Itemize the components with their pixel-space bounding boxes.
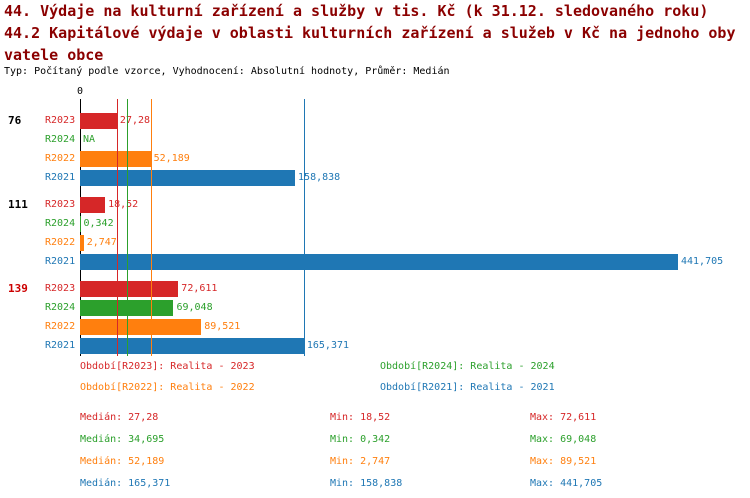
series-label: R2023 [45, 199, 76, 210]
chart-subtitle-line1: 44.2 Kapitálové výdaje v oblasti kulturn… [4, 24, 736, 42]
series-label: R2021 [45, 340, 76, 351]
bar-group-139: 139 R2023 72,611 R2024 69,048 R2022 89,521 R202… [0, 279, 750, 355]
bar-row: R2024 NA [0, 130, 750, 149]
stats-row-R2023: Medián: 27,28 Min: 18,52 Max: 72,611 [80, 406, 602, 428]
bar-R2022 [80, 318, 202, 335]
series-label: R2023 [45, 283, 76, 294]
series-label: R2022 [45, 237, 76, 248]
stats-row-R2022: Medián: 52,189 Min: 2,747 Max: 89,521 [80, 450, 602, 472]
bar-R2023 [80, 112, 117, 129]
bar-value-label: NA [83, 134, 96, 145]
bar-R2024 [80, 299, 174, 316]
series-label: R2021 [45, 256, 76, 267]
bar-value-label: 165,371 [306, 340, 350, 351]
bar-value-label: 89,521 [204, 321, 241, 332]
max-value-R2021: Max: 441,705 [530, 477, 603, 489]
bar-row: 76 R2023 27,28 [0, 111, 750, 130]
bar-row: R2022 52,189 [0, 149, 750, 168]
bar-R2021 [80, 253, 678, 270]
bar-row: R2022 2,747 [0, 233, 750, 252]
bar-value-label: 18,52 [108, 199, 139, 210]
series-label: R2021 [45, 172, 76, 183]
bar-R2021 [80, 169, 296, 186]
median-line-R2023 [116, 99, 118, 356]
chart-title: 44. Výdaje na kulturní zařízení a služby… [4, 2, 709, 20]
max-value-R2024: Max: 69,048 [530, 433, 597, 445]
series-label: R2022 [45, 321, 76, 332]
bar-R2023 [80, 196, 106, 213]
legend-item-R2021: Období[R2021]: Realita - 2021 [380, 382, 555, 393]
group-label: 76 [8, 114, 22, 127]
bar-row: 111 R2023 18,52 [0, 195, 750, 214]
stats-table: Medián: 27,28 Min: 18,52 Max: 72,611 Medián… [80, 406, 602, 494]
bar-R2023 [80, 280, 179, 297]
median-line-R2022 [150, 99, 152, 356]
bar-R2022 [80, 234, 84, 251]
stats-row-R2021: Medián: 165,371 Min: 158,838 Max: 441,705 [80, 472, 602, 494]
bar-row: R2024 0,342 [0, 214, 750, 233]
bar-chart: 0 76 R2023 27,28 R2024 NA R2022 52,189 R2021 158… [0, 85, 750, 360]
chart-meta: Typ: Počítaný podle vzorce, Vyhodnocení:… [4, 66, 450, 77]
max-value-R2023: Max: 72,611 [530, 411, 597, 423]
legend: Období[R2023]: Realita - 2023 Období[R202… [80, 360, 555, 394]
bar-R2021 [80, 337, 304, 354]
bar-value-label: 72,611 [181, 283, 218, 294]
bar-value-label: 158,838 [298, 172, 341, 183]
min-value-R2022: Min: 2,747 [330, 455, 391, 467]
bar-group-111: 111 R2023 18,52 R2024 0,342 R2022 2,747 R2021 44… [0, 195, 750, 271]
bar-value-label: 441,705 [681, 256, 724, 267]
median-value-R2021: Medián: 165,371 [80, 477, 171, 489]
chart-subtitle-line2: vatele obce [4, 46, 104, 64]
min-value-R2021: Min: 158,838 [330, 477, 403, 489]
bar-row: R2021 441,705 [0, 252, 750, 271]
bar-value-label: 69,048 [176, 302, 213, 313]
series-label: R2024 [45, 134, 76, 145]
group-label: 139 [8, 282, 28, 295]
series-label: R2023 [45, 115, 76, 126]
legend-item-R2022: Období[R2022]: Realita - 2022 [80, 382, 255, 393]
bar-value-label: 27,28 [119, 115, 151, 126]
median-value-R2022: Medián: 52,189 [80, 455, 165, 467]
bar-R2024 [80, 215, 81, 232]
median-value-R2024: Medián: 34,695 [80, 433, 165, 445]
x-axis-zero-label: 0 [77, 86, 84, 97]
min-value-R2024: Min: 0,342 [330, 433, 391, 445]
bar-row: R2021 158,838 [0, 168, 750, 187]
max-value-R2022: Max: 89,521 [530, 455, 597, 467]
series-label: R2024 [45, 302, 76, 313]
bar-R2022 [80, 150, 151, 167]
bar-value-label: 0,342 [83, 218, 114, 229]
chart-rows: 76 R2023 27,28 R2024 NA R2022 52,189 R2021 158,8… [0, 111, 750, 363]
bar-row: R2024 69,048 [0, 298, 750, 317]
y-axis-line [80, 99, 81, 356]
series-label: R2024 [45, 218, 76, 229]
bar-value-label: 52,189 [153, 153, 190, 164]
bar-row: R2022 89,521 [0, 317, 750, 336]
median-line-R2024 [126, 99, 128, 356]
bar-group-76: 76 R2023 27,28 R2024 NA R2022 52,189 R2021 158,8… [0, 111, 750, 187]
bar-row: 139 R2023 72,611 [0, 279, 750, 298]
legend-item-R2023: Období[R2023]: Realita - 2023 [80, 361, 255, 372]
bar-row: R2021 165,371 [0, 336, 750, 355]
stats-row-R2024: Medián: 34,695 Min: 0,342 Max: 69,048 [80, 428, 602, 450]
median-line-R2021 [303, 99, 305, 356]
series-label: R2022 [45, 153, 76, 164]
min-value-R2023: Min: 18,52 [330, 411, 391, 423]
bar-value-label: 2,747 [86, 237, 117, 248]
median-value-R2023: Medián: 27,28 [80, 411, 159, 423]
legend-item-R2024: Období[R2024]: Realita - 2024 [380, 361, 555, 372]
group-label: 111 [8, 198, 28, 211]
